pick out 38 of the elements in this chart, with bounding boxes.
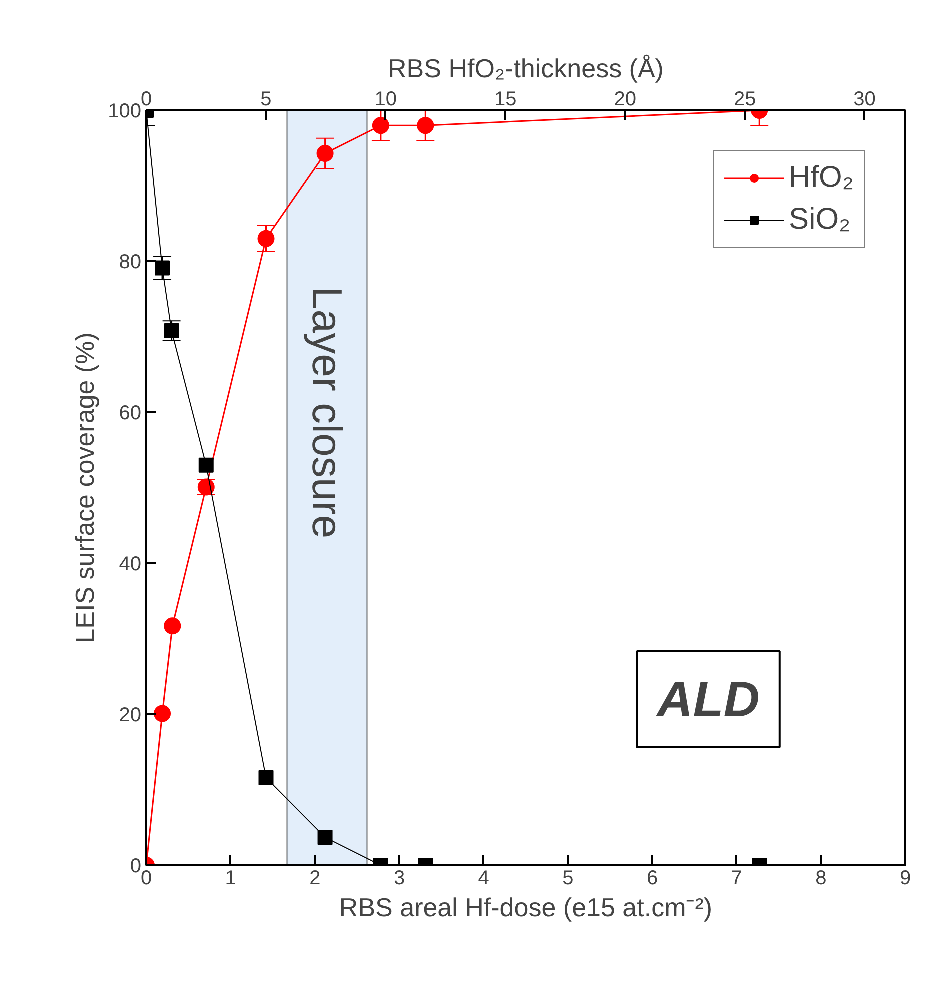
point [164,618,182,635]
y-tick-label: 80 [119,252,142,274]
y-tick-label: 20 [119,704,142,726]
x-tick-label: 9 [900,868,912,890]
x2-tick-label: 25 [734,88,756,110]
annotation: ALD [655,672,760,728]
point [198,458,214,473]
point [316,145,334,162]
point [154,705,172,722]
point [155,260,170,276]
legend-label: SiO₂ [789,203,851,237]
x-tick-label: 4 [478,868,490,890]
x-tick-label: 6 [646,868,658,890]
x2-tick-label: 15 [494,88,517,110]
x-tick-label: 3 [394,868,406,890]
x-tick-label: 5 [562,868,574,890]
point [372,117,390,134]
y-tick-label: 60 [119,402,142,424]
x2-axis-title: RBS HfO₂-thickness (Å) [388,54,664,84]
x-axis-title: RBS areal Hf-dose (e15 at.cm⁻²) [339,892,713,922]
x-tick-label: 2 [310,868,321,890]
legend-label: HfO₂ [789,161,854,195]
point [318,830,333,846]
x2-tick-label: 20 [614,88,636,110]
x2-tick-label: 10 [374,88,398,110]
point [164,323,180,338]
x2-tick-label: 5 [260,88,272,110]
band-label: Layer closure [304,286,351,539]
y-tick-label: 100 [108,100,142,122]
x-tick-label: 7 [731,868,742,890]
point [258,770,274,786]
y-axis-title: LEIS surface coverage (%) [70,332,100,644]
point [258,230,275,248]
x2-tick-label: 30 [854,88,876,110]
y-tick-label: 40 [119,554,142,576]
x-tick-label: 1 [225,868,236,890]
x-tick-label: 8 [816,868,827,890]
point [417,117,434,134]
